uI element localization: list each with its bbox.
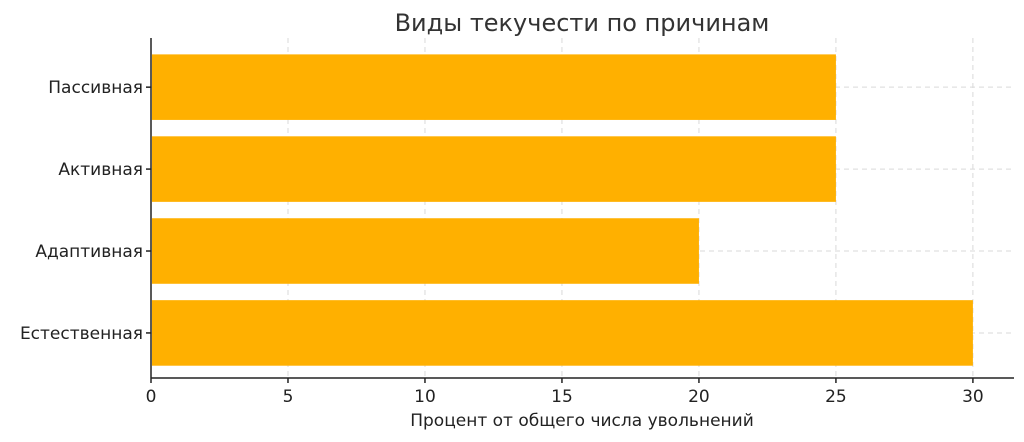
x-ticks: 0 5 10 15 20 25 30 — [146, 378, 984, 407]
y-tick-label: Естественная — [20, 324, 143, 344]
y-tick-label: Пассивная — [48, 78, 143, 98]
y-tick-label: Активная — [58, 160, 143, 180]
x-axis-label: Процент от общего числа увольнений — [410, 411, 754, 431]
bar — [152, 300, 973, 366]
bar — [152, 218, 699, 284]
x-tick-label: 15 — [551, 387, 573, 407]
x-tick-label: 10 — [414, 387, 436, 407]
x-tick-label: 5 — [283, 387, 294, 407]
chart-title: Виды текучести по причинам — [395, 9, 770, 37]
axes — [150, 38, 1014, 379]
x-tick-label: 25 — [825, 387, 847, 407]
bar — [152, 136, 836, 202]
y-tick-label: Адаптивная — [35, 242, 143, 262]
bar — [152, 54, 836, 120]
y-ticks: Естественная Адаптивная Активная Пассивная — [20, 78, 151, 344]
x-tick-label: 30 — [962, 387, 984, 407]
bars — [152, 54, 973, 366]
x-tick-label: 0 — [146, 387, 157, 407]
x-tick-label: 20 — [688, 387, 710, 407]
